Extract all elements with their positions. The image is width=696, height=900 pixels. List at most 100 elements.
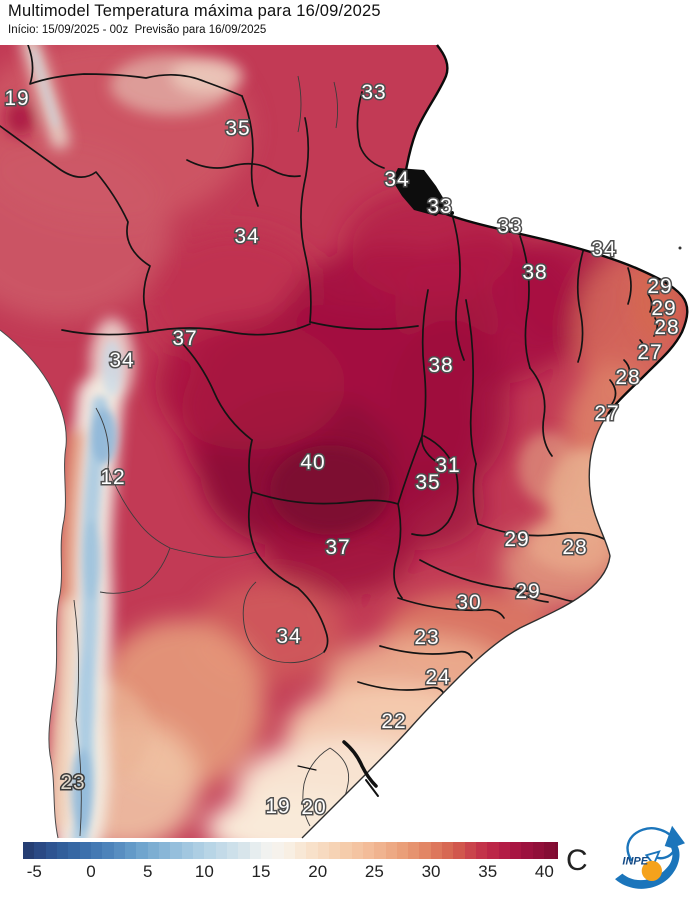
temp-label-34: 34 (384, 168, 409, 191)
temp-label-29: 29 (651, 297, 676, 320)
coast-island-dot (678, 246, 682, 250)
temp-label-28: 28 (615, 366, 640, 389)
temp-label-28: 28 (562, 536, 587, 559)
temp-label-23: 23 (414, 626, 439, 649)
colorbar-cell (430, 842, 443, 859)
colorbar-cell (147, 842, 159, 859)
colorbar-cell (272, 842, 284, 859)
colorbar-cell (90, 842, 103, 859)
colorbar-tick-label: 40 (534, 862, 554, 881)
colorbar-cell (260, 842, 273, 859)
colorbar-cell (510, 842, 522, 859)
state-borders (0, 45, 659, 695)
colorbar-tick-label: 20 (308, 862, 328, 881)
colorbar-cell (544, 842, 556, 859)
colorbar-tick-label: 5 (142, 862, 153, 881)
coastline-northeast (404, 44, 689, 415)
temp-label-22: 22 (381, 710, 406, 733)
colorbar-cell (204, 842, 216, 859)
colorbar-cell (238, 842, 250, 859)
colorbar-cell (226, 842, 239, 859)
colorbar-cell (476, 842, 488, 859)
colorbar-cell (79, 842, 91, 859)
temp-label-38: 38 (522, 261, 547, 284)
inpe-logo-orange-ball (641, 860, 662, 881)
temp-label-34: 34 (276, 625, 301, 648)
inpe-logo-orbit-arrowhead (644, 850, 661, 867)
coastline-southeast (301, 413, 611, 839)
temp-label-33: 33 (497, 215, 522, 238)
colorbar-cell (340, 842, 352, 859)
colorbar-cell (328, 842, 341, 859)
colorbar-cell (113, 842, 125, 859)
southern-lagoons (297, 740, 379, 797)
colorbar-cell (385, 842, 397, 859)
country-borders (73, 75, 350, 837)
amazon-delta (392, 168, 448, 216)
temp-label-34: 34 (591, 238, 616, 261)
page-title: Multimodel Temperatura máxima para 16/09… (8, 2, 381, 20)
temp-label-29: 29 (515, 580, 540, 603)
colorbar-cell (487, 842, 499, 859)
temp-label-27: 27 (637, 341, 662, 364)
colorbar-cell (124, 842, 137, 859)
colorbar-cell (362, 842, 375, 859)
colorbar-cell (158, 842, 171, 859)
temp-label-33: 33 (427, 195, 452, 218)
coastline-pacific (0, 329, 67, 839)
delta-island-dot (450, 211, 454, 215)
colorbar-cell (45, 842, 57, 859)
colorbar-cell (453, 842, 465, 859)
temp-label-31: 31 (435, 454, 460, 477)
colorbar-cell (374, 842, 386, 859)
colorbar-cell (419, 842, 431, 859)
colorbar-tick-label: 15 (251, 862, 271, 881)
colorbar-cell (464, 842, 477, 859)
temp-label-34: 34 (109, 349, 134, 372)
colorbar-tick-label: 35 (478, 862, 498, 881)
colorbar-cell (181, 842, 193, 859)
colorbar-cell (102, 842, 114, 859)
temp-label-28: 28 (654, 316, 679, 339)
colorbar-tick-label: -5 (26, 862, 42, 881)
colorbar-cell (192, 842, 205, 859)
colorbar-cell (521, 842, 533, 859)
temp-label-19: 19 (4, 87, 29, 110)
colorbar-cell (23, 842, 35, 859)
temp-label-38: 38 (428, 354, 453, 377)
colorbar-cell (136, 842, 148, 859)
temp-label-37: 37 (172, 327, 197, 350)
map-header: Multimodel Temperatura máxima para 16/09… (8, 2, 381, 36)
colorbar-cell (215, 842, 227, 859)
colorbar-unit-label: C (566, 844, 588, 877)
colorbar-tick-label: 10 (194, 862, 214, 881)
temp-label-19: 19 (265, 795, 290, 818)
temp-label-35: 35 (415, 471, 440, 494)
inpe-logo-orbit (626, 827, 677, 862)
temp-label-23: 23 (60, 771, 85, 794)
colorbar-tick-label: 30 (421, 862, 441, 881)
inpe-logo-big-arrow (615, 825, 685, 889)
temp-label-29: 29 (504, 528, 529, 551)
temp-label-37: 37 (325, 536, 350, 559)
temp-label-12: 12 (100, 466, 125, 489)
colorbar-cell (408, 842, 420, 859)
temp-label-20: 20 (301, 796, 326, 819)
temp-label-33: 33 (361, 81, 386, 104)
colorbar-cell (56, 842, 69, 859)
inpe-logo: INPE (615, 825, 685, 889)
temp-label-24: 24 (425, 666, 450, 689)
colorbar-cell (396, 842, 409, 859)
colorbar-cell (306, 842, 318, 859)
temp-label-40: 40 (300, 451, 325, 474)
colorbar-cell (34, 842, 46, 859)
colorbar-tick-label: 0 (86, 862, 96, 881)
colorbar-tick-label: 25 (364, 862, 384, 881)
temp-label-29: 29 (647, 275, 672, 298)
colorbar-cell (555, 842, 558, 859)
colorbar-cell (532, 842, 545, 859)
colorbar (23, 842, 558, 859)
colorbar-cell (442, 842, 454, 859)
colorbar-cell (351, 842, 363, 859)
colorbar-cell (498, 842, 511, 859)
